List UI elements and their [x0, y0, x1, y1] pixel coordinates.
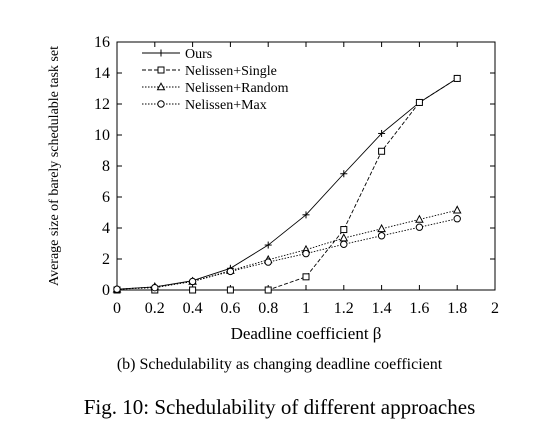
x-tick-label: 0.4 [183, 300, 203, 317]
series-line [116, 78, 458, 290]
y-axis-label: Average size of barely schedulable task … [47, 46, 62, 286]
circle-marker [226, 267, 235, 276]
y-tick-label: 16 [94, 34, 110, 51]
triangle-marker [156, 82, 166, 91]
square-marker [378, 147, 386, 155]
subfigure-caption: (b) Schedulability as changing deadline … [116, 356, 443, 373]
plus-marker [378, 129, 386, 137]
square-marker [226, 286, 234, 294]
x-tick-label: 1.6 [409, 300, 429, 317]
y-tick-label: 4 [102, 220, 110, 237]
circle-marker [188, 277, 197, 286]
y-tick-label: 8 [102, 158, 110, 175]
y-tick-label: 10 [94, 127, 110, 144]
x-tick-label: 0 [113, 300, 121, 317]
square-marker [189, 286, 197, 294]
square-marker [302, 273, 310, 281]
x-tick-label: 0.6 [220, 300, 240, 317]
figure-caption: Fig. 10: Schedulability of different app… [83, 395, 476, 419]
x-tick-label: 1.4 [372, 300, 392, 317]
plus-marker [157, 49, 165, 57]
triangle-marker [452, 205, 462, 214]
line-chart: 0 0.2 0.4 0.6 0.8 1 1.2 1.4 1.6 1.8 2 0 2 4 6 8 10 12 14 16… [47, 34, 499, 343]
x-tick-label: 1 [302, 300, 310, 317]
plus-marker [302, 211, 310, 219]
x-tick-label: 2 [491, 300, 499, 317]
legend: Ours Nelissen+Single Nelissen+Random Neliss… [142, 47, 289, 113]
circle-marker [377, 232, 386, 240]
square-marker [340, 226, 348, 234]
x-tick-label: 1.8 [447, 300, 467, 317]
x-axis-label: Deadline coefficient β [231, 324, 382, 343]
plus-marker [340, 170, 348, 178]
square-marker [415, 98, 423, 106]
circle-marker [340, 240, 348, 248]
series-line [116, 209, 458, 290]
series-nelissen-single [113, 74, 461, 294]
y-tick-label: 14 [94, 65, 110, 82]
series-nelissen-max [113, 215, 461, 293]
circle-marker [453, 215, 461, 223]
circle-marker [151, 283, 159, 292]
circle-marker [157, 100, 165, 108]
series-nelissen-random [112, 205, 462, 293]
legend-label: Nelissen+Single [185, 64, 277, 79]
triangle-marker [339, 233, 349, 242]
triangle-marker [415, 214, 424, 223]
plus-marker [264, 241, 272, 249]
triangle-marker [377, 223, 386, 233]
y-tick-label: 6 [102, 189, 110, 206]
y-tick-label: 0 [102, 282, 110, 299]
x-tick-label: 0.8 [258, 300, 278, 317]
circle-marker [415, 223, 424, 231]
circle-marker [264, 258, 272, 266]
square-marker [264, 286, 272, 294]
y-tick-label: 2 [102, 251, 110, 268]
legend-entry: Nelissen+Max [142, 98, 267, 113]
circle-marker [113, 285, 121, 293]
series-ours [113, 74, 461, 293]
x-tick-label: 1.2 [334, 300, 354, 317]
legend-label: Nelissen+Random [185, 81, 289, 96]
legend-label: Nelissen+Max [185, 98, 267, 113]
legend-entry: Nelissen+Random [142, 81, 289, 96]
legend-entry: Ours [142, 47, 212, 62]
legend-label: Ours [185, 47, 212, 62]
series-line [117, 78, 458, 291]
x-tick-label: 0.2 [145, 300, 165, 317]
circle-marker [302, 249, 310, 258]
square-marker [453, 74, 461, 82]
square-marker [157, 66, 165, 74]
y-tick-label: 12 [94, 96, 110, 113]
series-line [116, 218, 458, 290]
legend-entry: Nelissen+Single [142, 64, 277, 79]
